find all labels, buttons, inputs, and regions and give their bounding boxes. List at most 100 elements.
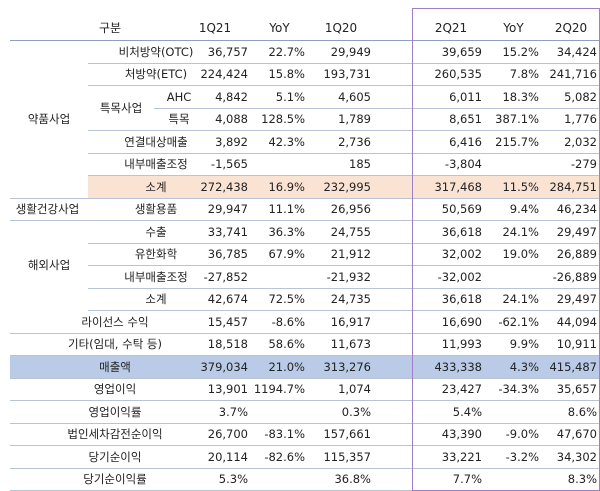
total-band bbox=[10, 356, 599, 379]
row-label: 소계 bbox=[145, 292, 167, 306]
row-value bbox=[252, 469, 307, 491]
row-value bbox=[252, 154, 307, 177]
grid-line bbox=[88, 85, 599, 86]
row-value: 26,889 bbox=[556, 247, 597, 261]
row-value: 8.3% bbox=[567, 472, 597, 486]
row-value: 39,659 bbox=[441, 44, 482, 59]
group-special: 특목사업 bbox=[99, 100, 143, 115]
row-value: 67.9% bbox=[268, 247, 305, 261]
row-label: 비처방약(OTC) bbox=[118, 44, 194, 59]
subtotal-band bbox=[88, 176, 599, 199]
row-label: 법인세차감전순이익 bbox=[67, 427, 163, 441]
row-label: 매출액 bbox=[99, 359, 131, 374]
row-value: 43,390 bbox=[441, 427, 482, 441]
row-value: 36,618 bbox=[441, 292, 482, 306]
row-value: 36,757 bbox=[207, 44, 248, 59]
grid-line bbox=[10, 197, 88, 199]
row-value: 272,438 bbox=[200, 179, 248, 194]
row-value: 44,094 bbox=[556, 314, 597, 329]
row-value: 9.9% bbox=[509, 337, 539, 351]
row-value: 42.3% bbox=[268, 134, 305, 149]
row-value: 58.6% bbox=[268, 337, 305, 351]
row-value: 128.5% bbox=[261, 112, 305, 126]
row-value: -32,002 bbox=[437, 269, 482, 284]
row-value: 1,776 bbox=[564, 112, 597, 126]
grid-line bbox=[10, 332, 599, 334]
row-value: 3.7% bbox=[218, 404, 248, 419]
row-value: 313,276 bbox=[323, 359, 371, 374]
row-value: -3.2% bbox=[505, 449, 539, 464]
row-label: 처방약(ETC) bbox=[124, 67, 188, 81]
col-1q21: 1Q21 bbox=[198, 21, 232, 35]
row-value: 1,074 bbox=[338, 382, 371, 396]
row-value: 4,842 bbox=[215, 89, 248, 104]
col-1q20: 1Q20 bbox=[324, 21, 358, 35]
row-value: 9.4% bbox=[509, 202, 539, 216]
row-value: 5.3% bbox=[218, 472, 248, 486]
row-value: 50,569 bbox=[441, 202, 482, 216]
row-value: 10,911 bbox=[556, 337, 597, 351]
col-yoy-1: YoY bbox=[269, 21, 290, 35]
row-value: 5.4% bbox=[452, 404, 482, 419]
row-value: 34,424 bbox=[556, 44, 597, 59]
row-value: 7.7% bbox=[452, 472, 482, 486]
row-value: 0.3% bbox=[341, 404, 371, 419]
row-value: 260,535 bbox=[434, 67, 482, 81]
row-value: 13,901 bbox=[207, 382, 248, 396]
row-value: 33,741 bbox=[207, 224, 248, 239]
grid-line bbox=[10, 40, 599, 41]
row-value: 36,618 bbox=[441, 224, 482, 239]
grid-line bbox=[10, 220, 88, 221]
row-value: -9.0% bbox=[505, 427, 539, 441]
grid-line bbox=[88, 265, 599, 266]
row-value: 16,690 bbox=[441, 314, 482, 329]
row-value: 47,670 bbox=[556, 427, 597, 441]
grid-line bbox=[88, 287, 599, 289]
row-value: 15.2% bbox=[502, 44, 539, 59]
row-value bbox=[252, 401, 307, 424]
row-value: -83.1% bbox=[264, 427, 305, 441]
row-value: 5.1% bbox=[275, 89, 305, 104]
row-value: 1194.7% bbox=[253, 382, 305, 396]
row-value: 36.3% bbox=[268, 224, 305, 239]
grid-line bbox=[10, 377, 599, 379]
row-label: 영업이익률 bbox=[88, 404, 142, 419]
grid-line bbox=[10, 422, 599, 424]
row-value: 18,518 bbox=[207, 337, 248, 351]
row-value: 241,716 bbox=[549, 67, 597, 81]
row-label: 라이선스 수익 bbox=[81, 314, 149, 329]
row-value: 157,661 bbox=[323, 427, 371, 441]
row-value: 2,736 bbox=[338, 134, 371, 149]
row-value: 317,468 bbox=[434, 179, 482, 194]
grid-line bbox=[88, 242, 599, 244]
row-label: 당기순이익률 bbox=[83, 472, 147, 486]
row-value: 29,947 bbox=[207, 202, 248, 216]
row-value: 4.3% bbox=[509, 359, 539, 374]
row-value: 1,789 bbox=[338, 112, 371, 126]
grid-line bbox=[88, 220, 599, 221]
grid-line bbox=[154, 107, 599, 109]
row-value: 24.1% bbox=[502, 292, 539, 306]
row-value: 193,731 bbox=[323, 67, 371, 81]
row-value: 16.9% bbox=[268, 179, 305, 194]
row-label: 소계 bbox=[145, 179, 167, 194]
group-pharma: 약품사업 bbox=[27, 112, 71, 126]
group-overseas: 해외사업 bbox=[27, 258, 71, 273]
row-value: 34,302 bbox=[556, 449, 597, 464]
row-label: AHC bbox=[166, 89, 192, 104]
row-value: 215.7% bbox=[495, 134, 539, 149]
row-value: -3,804 bbox=[444, 157, 482, 171]
row-value bbox=[252, 266, 307, 289]
row-value: -34.3% bbox=[498, 382, 539, 396]
row-value: 36,785 bbox=[207, 247, 248, 261]
col-2q21: 2Q21 bbox=[434, 21, 468, 35]
row-value: 11.1% bbox=[268, 202, 305, 216]
row-value: 21.0% bbox=[268, 359, 305, 374]
row-value: 23,427 bbox=[441, 382, 482, 396]
row-value: 33,221 bbox=[441, 449, 482, 464]
row-value: 4,605 bbox=[338, 89, 371, 104]
row-value: 16,917 bbox=[330, 314, 371, 329]
grid-line bbox=[10, 355, 599, 356]
row-value: 18.3% bbox=[502, 89, 539, 104]
